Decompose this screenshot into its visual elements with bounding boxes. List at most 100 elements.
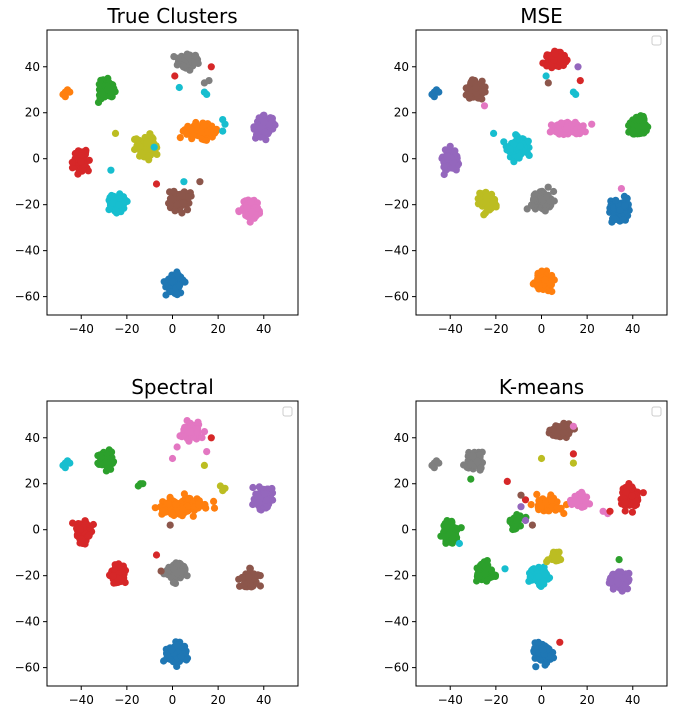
x-tick-label: 0	[538, 322, 546, 336]
scatter-point	[444, 153, 452, 161]
scatter-point	[107, 465, 115, 473]
scatter-point	[557, 119, 565, 127]
scatter-point	[85, 531, 93, 540]
scatter-point	[68, 164, 77, 172]
scatter-point	[541, 570, 550, 578]
scatter-point	[541, 207, 549, 215]
scatter-point	[111, 129, 120, 137]
scatter-point	[451, 147, 459, 155]
scatter-point	[245, 573, 253, 582]
scatter-point	[180, 490, 188, 498]
y-tick-label: −40	[15, 615, 40, 629]
x-tick-label: 0	[538, 693, 546, 707]
scatter-point	[167, 646, 176, 654]
scatter-point	[490, 129, 498, 137]
scatter-point	[183, 572, 191, 580]
scatter-point	[159, 507, 167, 515]
y-tick-label: 40	[25, 60, 40, 74]
scatter-point	[501, 565, 509, 573]
scatter-point	[66, 459, 74, 467]
scatter-point	[216, 482, 224, 490]
scatter-point	[525, 577, 533, 585]
scatter-point	[480, 87, 488, 96]
scatter-point	[616, 206, 624, 214]
y-tick-label: 0	[401, 523, 409, 537]
scatter-point	[169, 578, 177, 587]
scatter-point	[268, 484, 276, 493]
scatter-point	[476, 451, 484, 459]
scatter-point	[560, 509, 568, 518]
scatter-point	[238, 573, 246, 582]
scatter-point	[152, 180, 161, 188]
scatter-point	[538, 195, 546, 203]
y-tick-label: 20	[394, 106, 409, 120]
scatter-point	[265, 121, 273, 129]
legend-box	[651, 35, 662, 46]
scatter-point	[135, 142, 144, 150]
scatter-point	[553, 432, 561, 440]
scatter-point	[253, 131, 261, 139]
y-tick-label: −40	[15, 244, 40, 258]
scatter-point	[462, 84, 470, 92]
scatter-point	[146, 130, 154, 138]
scatter-point	[173, 443, 181, 451]
scatter-panel-3: −40 −20 0 20 40 −60 −40 −20 0 20 40 Spectral	[15, 375, 299, 707]
scatter-panel-4: −40 −20 0 20 40 −60 −40 −20 0 20 40 K-means	[384, 375, 668, 707]
scatter-point	[555, 554, 563, 563]
scatter-point	[152, 551, 161, 559]
scatter-point	[537, 454, 546, 463]
scatter-point	[102, 458, 110, 466]
scatter-point	[534, 638, 543, 647]
y-tick-label: −20	[15, 569, 40, 583]
scatter-point	[430, 93, 438, 101]
scatter-point	[533, 490, 541, 498]
scatter-point	[76, 525, 84, 533]
scatter-point	[175, 83, 183, 92]
scatter-point	[513, 517, 521, 525]
scatter-point	[517, 491, 525, 499]
scatter-point	[521, 496, 530, 504]
scatter-point	[175, 282, 184, 290]
scatter-point	[115, 201, 123, 209]
scatter-point	[639, 489, 647, 497]
scatter-point	[177, 568, 185, 576]
scatter-point	[440, 170, 448, 179]
scatter-point	[178, 192, 186, 200]
scatter-points	[59, 417, 277, 671]
scatter-point	[503, 477, 511, 485]
scatter-point	[221, 120, 229, 128]
y-tick-label: 0	[32, 523, 40, 537]
scatter-point	[482, 193, 491, 201]
scatter-point	[132, 135, 141, 143]
scatter-point	[644, 123, 652, 131]
scatter-point	[629, 127, 637, 135]
x-tick-label: −20	[483, 693, 508, 707]
scatter-point	[61, 464, 69, 472]
scatter-point	[483, 557, 491, 565]
x-tick-label: 0	[169, 322, 177, 336]
y-tick-label: −20	[15, 198, 40, 212]
scatter-point	[157, 567, 165, 575]
scatter-point	[68, 158, 76, 166]
chart-title: Spectral	[131, 375, 214, 399]
x-tick-label: −20	[483, 322, 508, 336]
y-tick-label: 20	[394, 477, 409, 491]
scatter-point	[194, 418, 202, 426]
scatter-point	[207, 434, 215, 442]
y-tick-label: 40	[25, 431, 40, 445]
scatter-panel-2: −40 −20 0 20 40 −60 −40 −20 0 20 40 MSE	[384, 4, 668, 336]
scatter-point	[555, 548, 563, 556]
y-tick-label: −60	[15, 661, 40, 675]
scatter-point	[210, 497, 218, 505]
scatter-point	[219, 127, 227, 135]
scatter-point	[541, 661, 549, 669]
scatter-panel-1: −40 −20 0 20 40 −60 −40 −20 0 20 40 True Clusters	[15, 4, 299, 336]
scatter-point	[249, 483, 257, 492]
scatter-point	[534, 275, 542, 283]
scatter-point	[609, 214, 617, 223]
scatter-point	[635, 116, 643, 124]
scatter-point	[547, 127, 556, 135]
scatter-point	[569, 450, 578, 458]
scatter-point	[212, 125, 221, 133]
scatter-point	[246, 565, 254, 573]
